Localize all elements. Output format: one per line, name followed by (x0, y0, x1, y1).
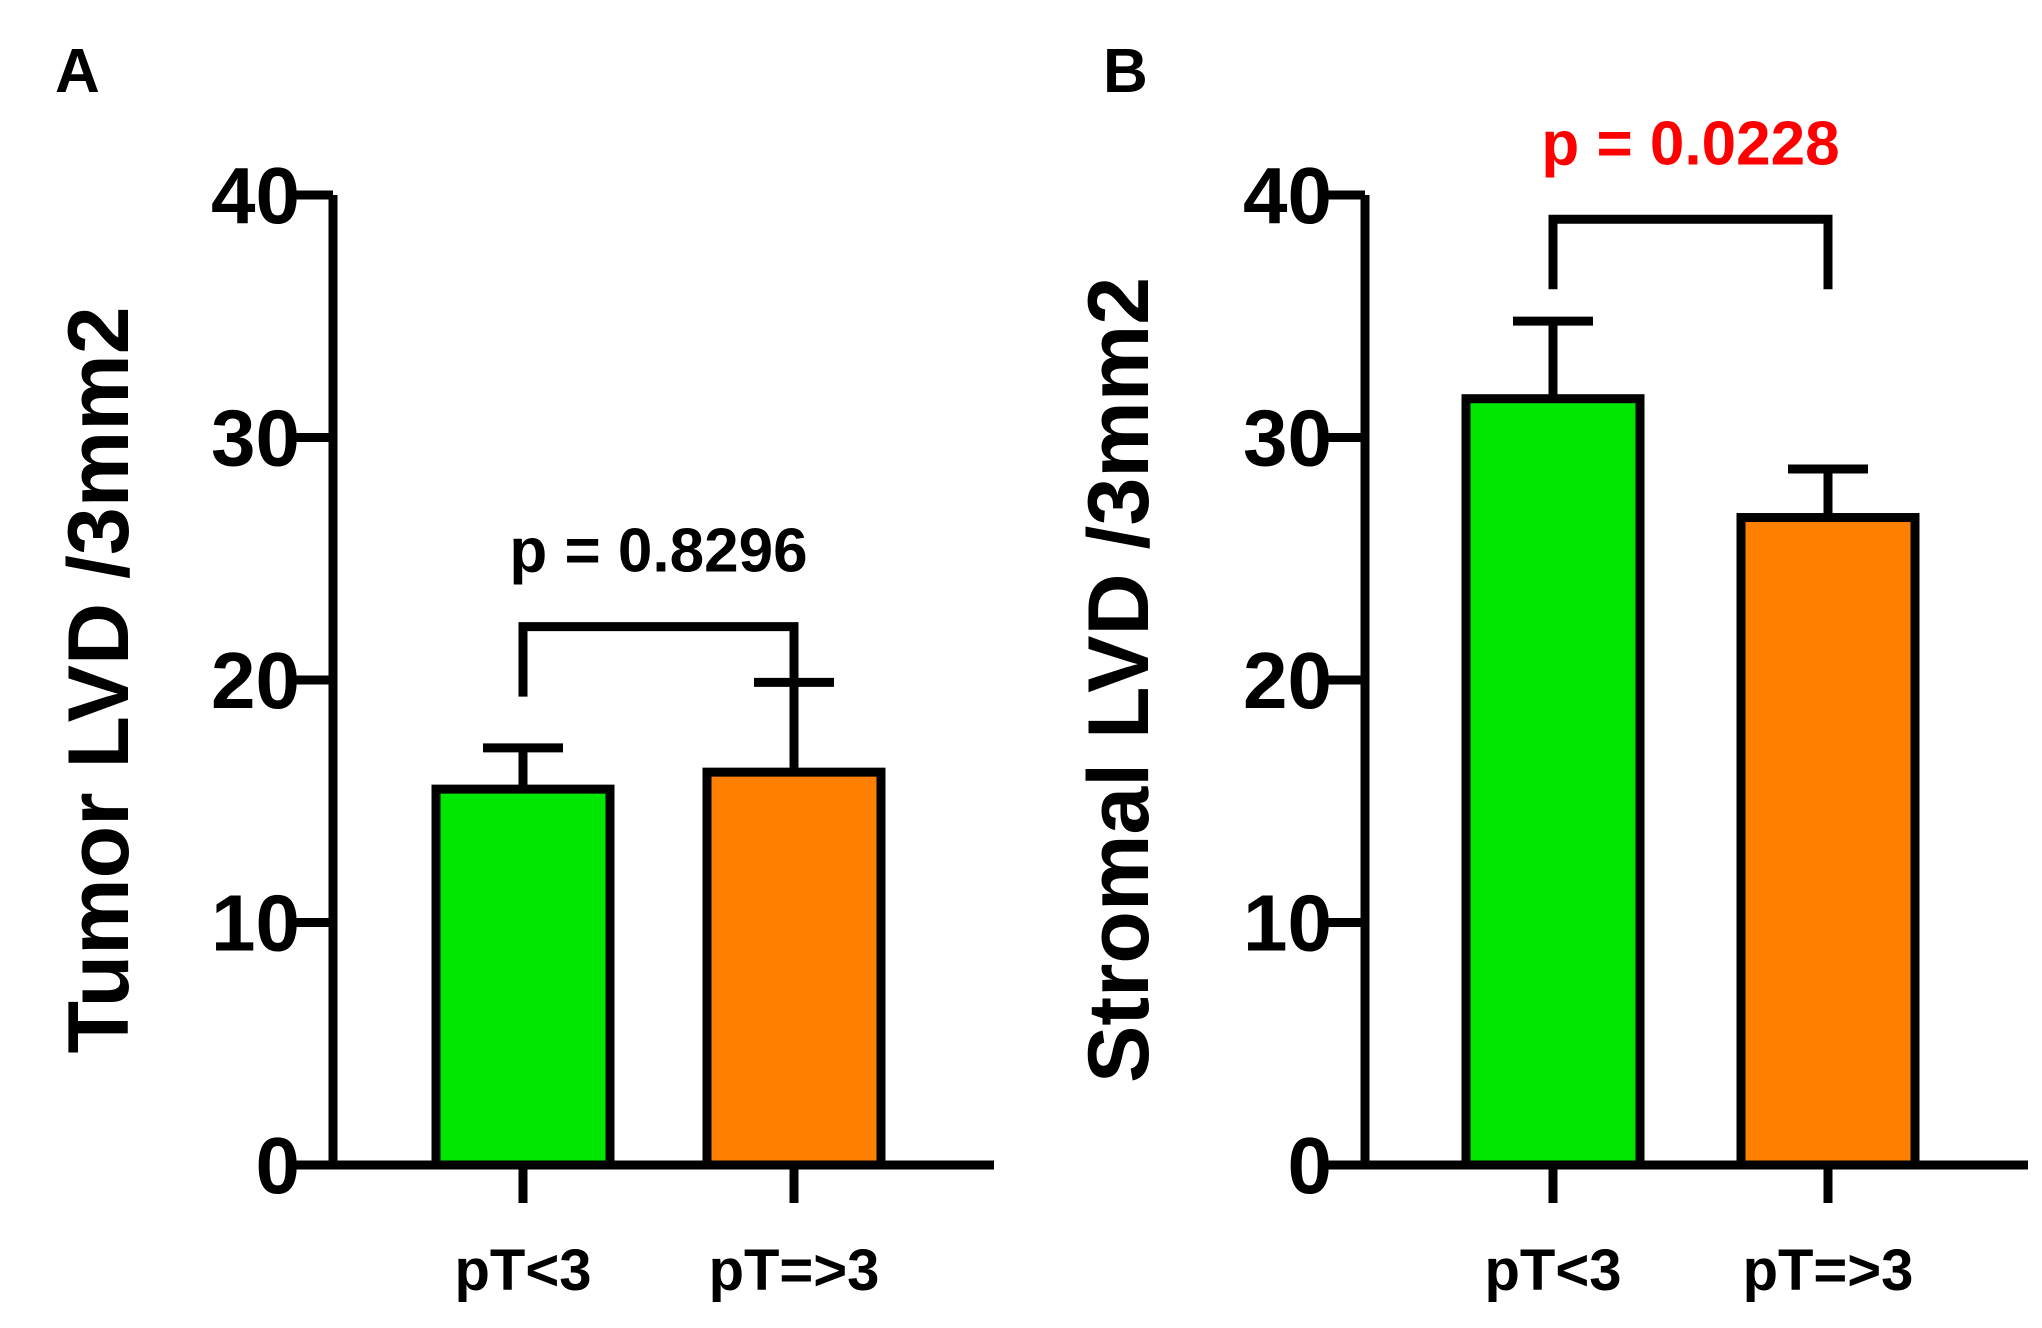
p-value-a: p = 0.8296 (509, 517, 807, 586)
significance-bracket-a (518, 622, 799, 697)
y-tick-label-a-3: 30 (211, 394, 300, 483)
marks-b (1325, 190, 2028, 1203)
y-tick-label-a-4: 40 (211, 151, 300, 240)
x-tick-label-b-0: pT<3 (1485, 1238, 1622, 1303)
significance-bracket-b (1548, 214, 1833, 290)
x-tick-label-a-1: pT=>3 (709, 1238, 880, 1303)
y-axis-title-a: Tumor LVD /3mm2 (51, 306, 147, 1053)
y-ticks-a: 0 10 20 30 40 (211, 151, 300, 1210)
marks-a (293, 190, 994, 1203)
x-tick-label-a-0: pT<3 (455, 1238, 592, 1303)
y-tick-label-a-2: 20 (211, 636, 300, 725)
y-tick-label-b-4: 40 (1243, 151, 1332, 240)
panel-label-b: B (1103, 37, 1148, 106)
y-tick-label-b-2: 20 (1243, 636, 1332, 725)
y-tick-label-a-1: 10 (211, 879, 300, 968)
y-tick-label-b-0: 0 (1288, 1121, 1333, 1210)
y-tick-label-a-0: 0 (256, 1121, 301, 1210)
y-axis-title-b: Stromal LVD /3mm2 (1071, 277, 1167, 1083)
y-tick-label-b-3: 30 (1243, 394, 1332, 483)
panel-label-a: A (55, 37, 100, 106)
panel-b: B Stromal LVD /3mm2 0 10 20 30 40 pT<3 p… (1071, 37, 2028, 1303)
x-tick-label-b-1: pT=>3 (1743, 1238, 1914, 1303)
bar-a-0 (431, 784, 615, 1170)
y-ticks-b: 0 10 20 30 40 (1243, 151, 1332, 1210)
bar-b-0 (1461, 394, 1645, 1170)
p-value-b: p = 0.0228 (1541, 109, 1839, 178)
bar-a-1 (702, 767, 886, 1170)
panel-a: A Tumor LVD /3mm2 0 10 20 30 40 pT<3 pT=… (51, 37, 994, 1303)
y-tick-label-b-1: 10 (1243, 879, 1332, 968)
bar-b-1 (1736, 513, 1920, 1170)
